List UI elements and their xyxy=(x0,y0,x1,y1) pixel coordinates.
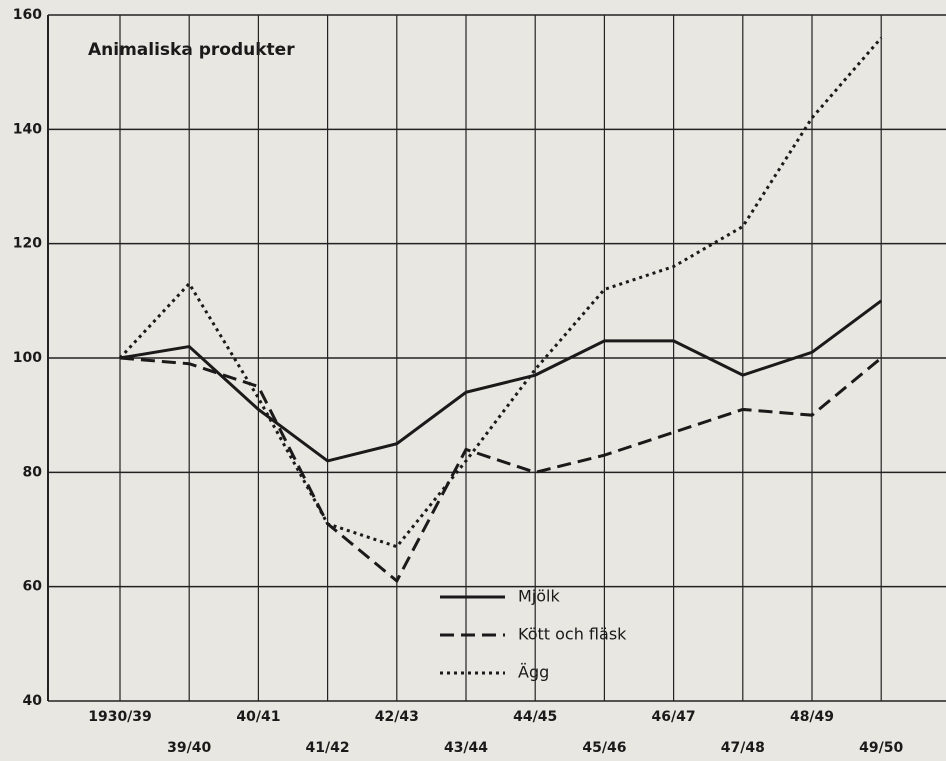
x-tick-label: 49/50 xyxy=(859,740,903,756)
legend-label: Mjölk xyxy=(518,587,560,606)
x-tick-label: 41/42 xyxy=(306,740,350,756)
x-tick-label: 44/45 xyxy=(513,709,557,725)
series-line xyxy=(118,36,883,549)
x-tick-label: 39/40 xyxy=(167,740,211,756)
legend-label: Ägg xyxy=(518,663,549,682)
x-tick-label: 45/46 xyxy=(582,740,626,756)
x-tick-label: 1930/39 xyxy=(88,709,152,725)
chart-title: Animaliska produkter xyxy=(88,40,295,60)
x-tick-label: 42/43 xyxy=(375,709,419,725)
x-tick-label: 48/49 xyxy=(790,709,834,725)
x-tick-label: 46/47 xyxy=(652,709,696,725)
series-line xyxy=(119,299,883,463)
y-tick-label: 40 xyxy=(23,693,43,709)
y-tick-label: 160 xyxy=(13,7,42,23)
series-line xyxy=(119,356,883,584)
y-tick-label: 60 xyxy=(23,579,43,595)
y-tick-label: 100 xyxy=(13,350,42,366)
x-tick-label: 47/48 xyxy=(721,740,765,756)
y-tick-label: 120 xyxy=(13,236,42,252)
legend-label: Kött och fläsk xyxy=(518,625,627,644)
y-tick-label: 140 xyxy=(13,121,42,137)
x-tick-label: 43/44 xyxy=(444,740,488,756)
y-tick-label: 80 xyxy=(23,464,43,480)
x-tick-label: 40/41 xyxy=(236,709,280,725)
